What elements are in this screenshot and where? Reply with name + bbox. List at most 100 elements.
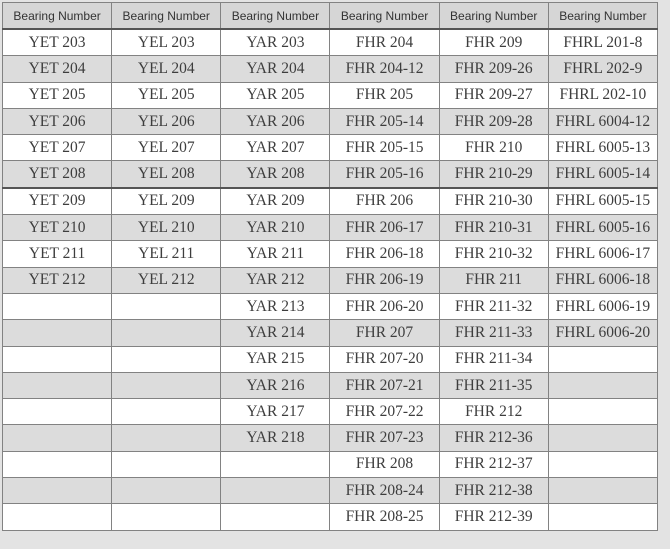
table-cell: YET 206: [1, 107, 113, 136]
table-cell: [111, 292, 222, 321]
table-cell: YET 204: [1, 55, 113, 83]
bearing-number-table: Bearing Number Bearing Number Bearing Nu…: [1, 2, 659, 531]
table-cell: YEL 206: [111, 107, 222, 136]
table-cell: [111, 424, 222, 452]
table-cell: YEL 203: [111, 28, 222, 57]
table-cell: FHR 206-17: [329, 214, 440, 242]
table-cell: FHR 205-16: [329, 160, 440, 189]
table-cell: YET 203: [1, 28, 113, 57]
table-cell: YET 210: [1, 214, 113, 242]
table-row: FHR 208-24 FHR 212-38: [1, 477, 659, 505]
table-cell: FHR 210-30: [438, 187, 549, 216]
table-cell: FHR 208-24: [329, 477, 440, 505]
table-cell: YAR 216: [220, 371, 331, 400]
table-cell: FHR 207-20: [329, 345, 440, 373]
table-cell: YAR 211: [220, 240, 331, 268]
table-cell: FHR 209-28: [438, 107, 549, 136]
table-cell: FHR 207-21: [329, 371, 440, 400]
table-cell: YEL 212: [111, 266, 222, 294]
table-cell: [547, 398, 659, 426]
table-cell: FHR 206-18: [329, 240, 440, 268]
table-cell: YAR 208: [220, 160, 331, 189]
table-cell: YAR 205: [220, 81, 331, 109]
table-cell: FHR 212-38: [438, 477, 549, 505]
table-cell: YEL 208: [111, 160, 222, 189]
table-cell: [220, 450, 331, 479]
column-header: Bearing Number: [1, 2, 113, 30]
table-cell: [220, 477, 331, 505]
table-row: YAR 218 FHR 207-23 FHR 212-36: [1, 424, 659, 452]
table-cell: YAR 207: [220, 134, 331, 162]
table-cell: YEL 210: [111, 214, 222, 242]
table-row: YAR 213 FHR 206-20 FHR 211-32 FHRL 6006-19: [1, 292, 659, 321]
table-cell: FHR 211: [438, 266, 549, 294]
table-cell: FHR 205-15: [329, 134, 440, 162]
table-row: YET 203 YEL 203 YAR 203 FHR 204 FHR 209 FHRL …: [1, 28, 659, 57]
table-cell: FHR 210: [438, 134, 549, 162]
table-cell: FHR 209-27: [438, 81, 549, 109]
table-row: YAR 214 FHR 207 FHR 211-33 FHRL 6006-20: [1, 319, 659, 347]
table-cell: YAR 215: [220, 345, 331, 373]
table-row: YET 205 YEL 205 YAR 205 FHR 205 FHR 209-27 FH…: [1, 81, 659, 109]
table-cell: YEL 204: [111, 55, 222, 83]
table-cell: [111, 503, 222, 531]
table-row: YET 204 YEL 204 YAR 204 FHR 204-12 FHR 209-2…: [1, 55, 659, 83]
table-cell: FHR 204-12: [329, 55, 440, 83]
column-header: Bearing Number: [329, 2, 440, 30]
table-cell: FHRL 201-8: [547, 28, 659, 57]
table-cell: FHRL 6005-14: [547, 160, 659, 189]
table-cell: [1, 503, 113, 531]
table-cell: FHR 209: [438, 28, 549, 57]
table-row: YAR 216 FHR 207-21 FHR 211-35: [1, 371, 659, 400]
table-row: YAR 217 FHR 207-22 FHR 212: [1, 398, 659, 426]
table-cell: [220, 503, 331, 531]
table-cell: FHR 211-33: [438, 319, 549, 347]
table-cell: FHR 212: [438, 398, 549, 426]
table-cell: [111, 345, 222, 373]
table-cell: [1, 319, 113, 347]
table-cell: FHRL 6006-17: [547, 240, 659, 268]
table-cell: [111, 450, 222, 479]
table-cell: [111, 319, 222, 347]
table-cell: [1, 345, 113, 373]
table-cell: FHR 209-26: [438, 55, 549, 83]
table-row: YET 210 YEL 210 YAR 210 FHR 206-17 FHR 210-3…: [1, 214, 659, 242]
table-cell: FHRL 6005-16: [547, 214, 659, 242]
table-cell: YET 212: [1, 266, 113, 294]
table-cell: [547, 371, 659, 400]
table-cell: FHR 212-37: [438, 450, 549, 479]
table-cell: [111, 477, 222, 505]
table-cell: YET 205: [1, 81, 113, 109]
table-cell: YAR 214: [220, 319, 331, 347]
column-header: Bearing Number: [220, 2, 331, 30]
table-cell: YAR 206: [220, 107, 331, 136]
table-body: YET 203 YEL 203 YAR 203 FHR 204 FHR 209 FHRL …: [1, 28, 659, 531]
table-cell: YAR 203: [220, 28, 331, 57]
table-cell: YEL 211: [111, 240, 222, 268]
table-cell: FHR 204: [329, 28, 440, 57]
table-cell: FHR 211-32: [438, 292, 549, 321]
table-cell: FHR 211-34: [438, 345, 549, 373]
table-cell: YAR 210: [220, 214, 331, 242]
column-header: Bearing Number: [111, 2, 222, 30]
table-row: FHR 208-25 FHR 212-39: [1, 503, 659, 531]
table-row: YET 207 YEL 207 YAR 207 FHR 205-15 FHR 210 FH…: [1, 134, 659, 162]
table-cell: [1, 450, 113, 479]
table-cell: FHRL 202-10: [547, 81, 659, 109]
table-cell: FHR 206-19: [329, 266, 440, 294]
table-cell: YAR 217: [220, 398, 331, 426]
table-cell: FHR 207: [329, 319, 440, 347]
table-cell: FHR 212-39: [438, 503, 549, 531]
table-row: YET 209 YEL 209 YAR 209 FHR 206 FHR 210-30 FH…: [1, 187, 659, 216]
table-cell: FHR 210-32: [438, 240, 549, 268]
table-cell: [111, 398, 222, 426]
header-row: Bearing Number Bearing Number Bearing Nu…: [1, 2, 659, 30]
table-cell: YET 208: [1, 160, 113, 189]
table-cell: [1, 398, 113, 426]
table-cell: FHRL 6006-19: [547, 292, 659, 321]
table-cell: [547, 477, 659, 505]
table-cell: FHR 206-20: [329, 292, 440, 321]
table-cell: [547, 503, 659, 531]
